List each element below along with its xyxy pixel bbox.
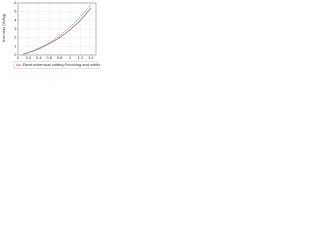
x-tick-label: 1.4 [88,55,94,60]
x-tick-label: 0.6 [46,55,52,60]
x-tick-label: 0 [17,55,20,60]
x-tick-label: 0.4 [36,55,42,60]
x-tick-label: 1.2 [78,55,84,60]
x-tick-label: 1 [69,55,72,60]
series-line [23,7,92,55]
y-tick-label: 5 [14,9,17,14]
y-tick-label: 0 [14,52,17,57]
legend-box [13,61,99,69]
x-tick-label: 0.8 [57,55,63,60]
series-line [23,4,92,55]
legend-label: Punching and cutting [65,62,101,67]
y-tick-label: 6 [14,0,17,5]
legend-label: Electrochemical cutting [23,62,64,67]
y-tick-label: 3 [14,26,17,31]
y-axis-label: Iron loss (W/kg) [1,13,6,42]
y-tick-label: 4 [14,17,17,22]
plot-frame [17,2,97,56]
y-tick-label: 2 [14,35,17,40]
x-tick-label: 0.2 [26,55,32,60]
y-tick-label: 1 [14,43,17,48]
